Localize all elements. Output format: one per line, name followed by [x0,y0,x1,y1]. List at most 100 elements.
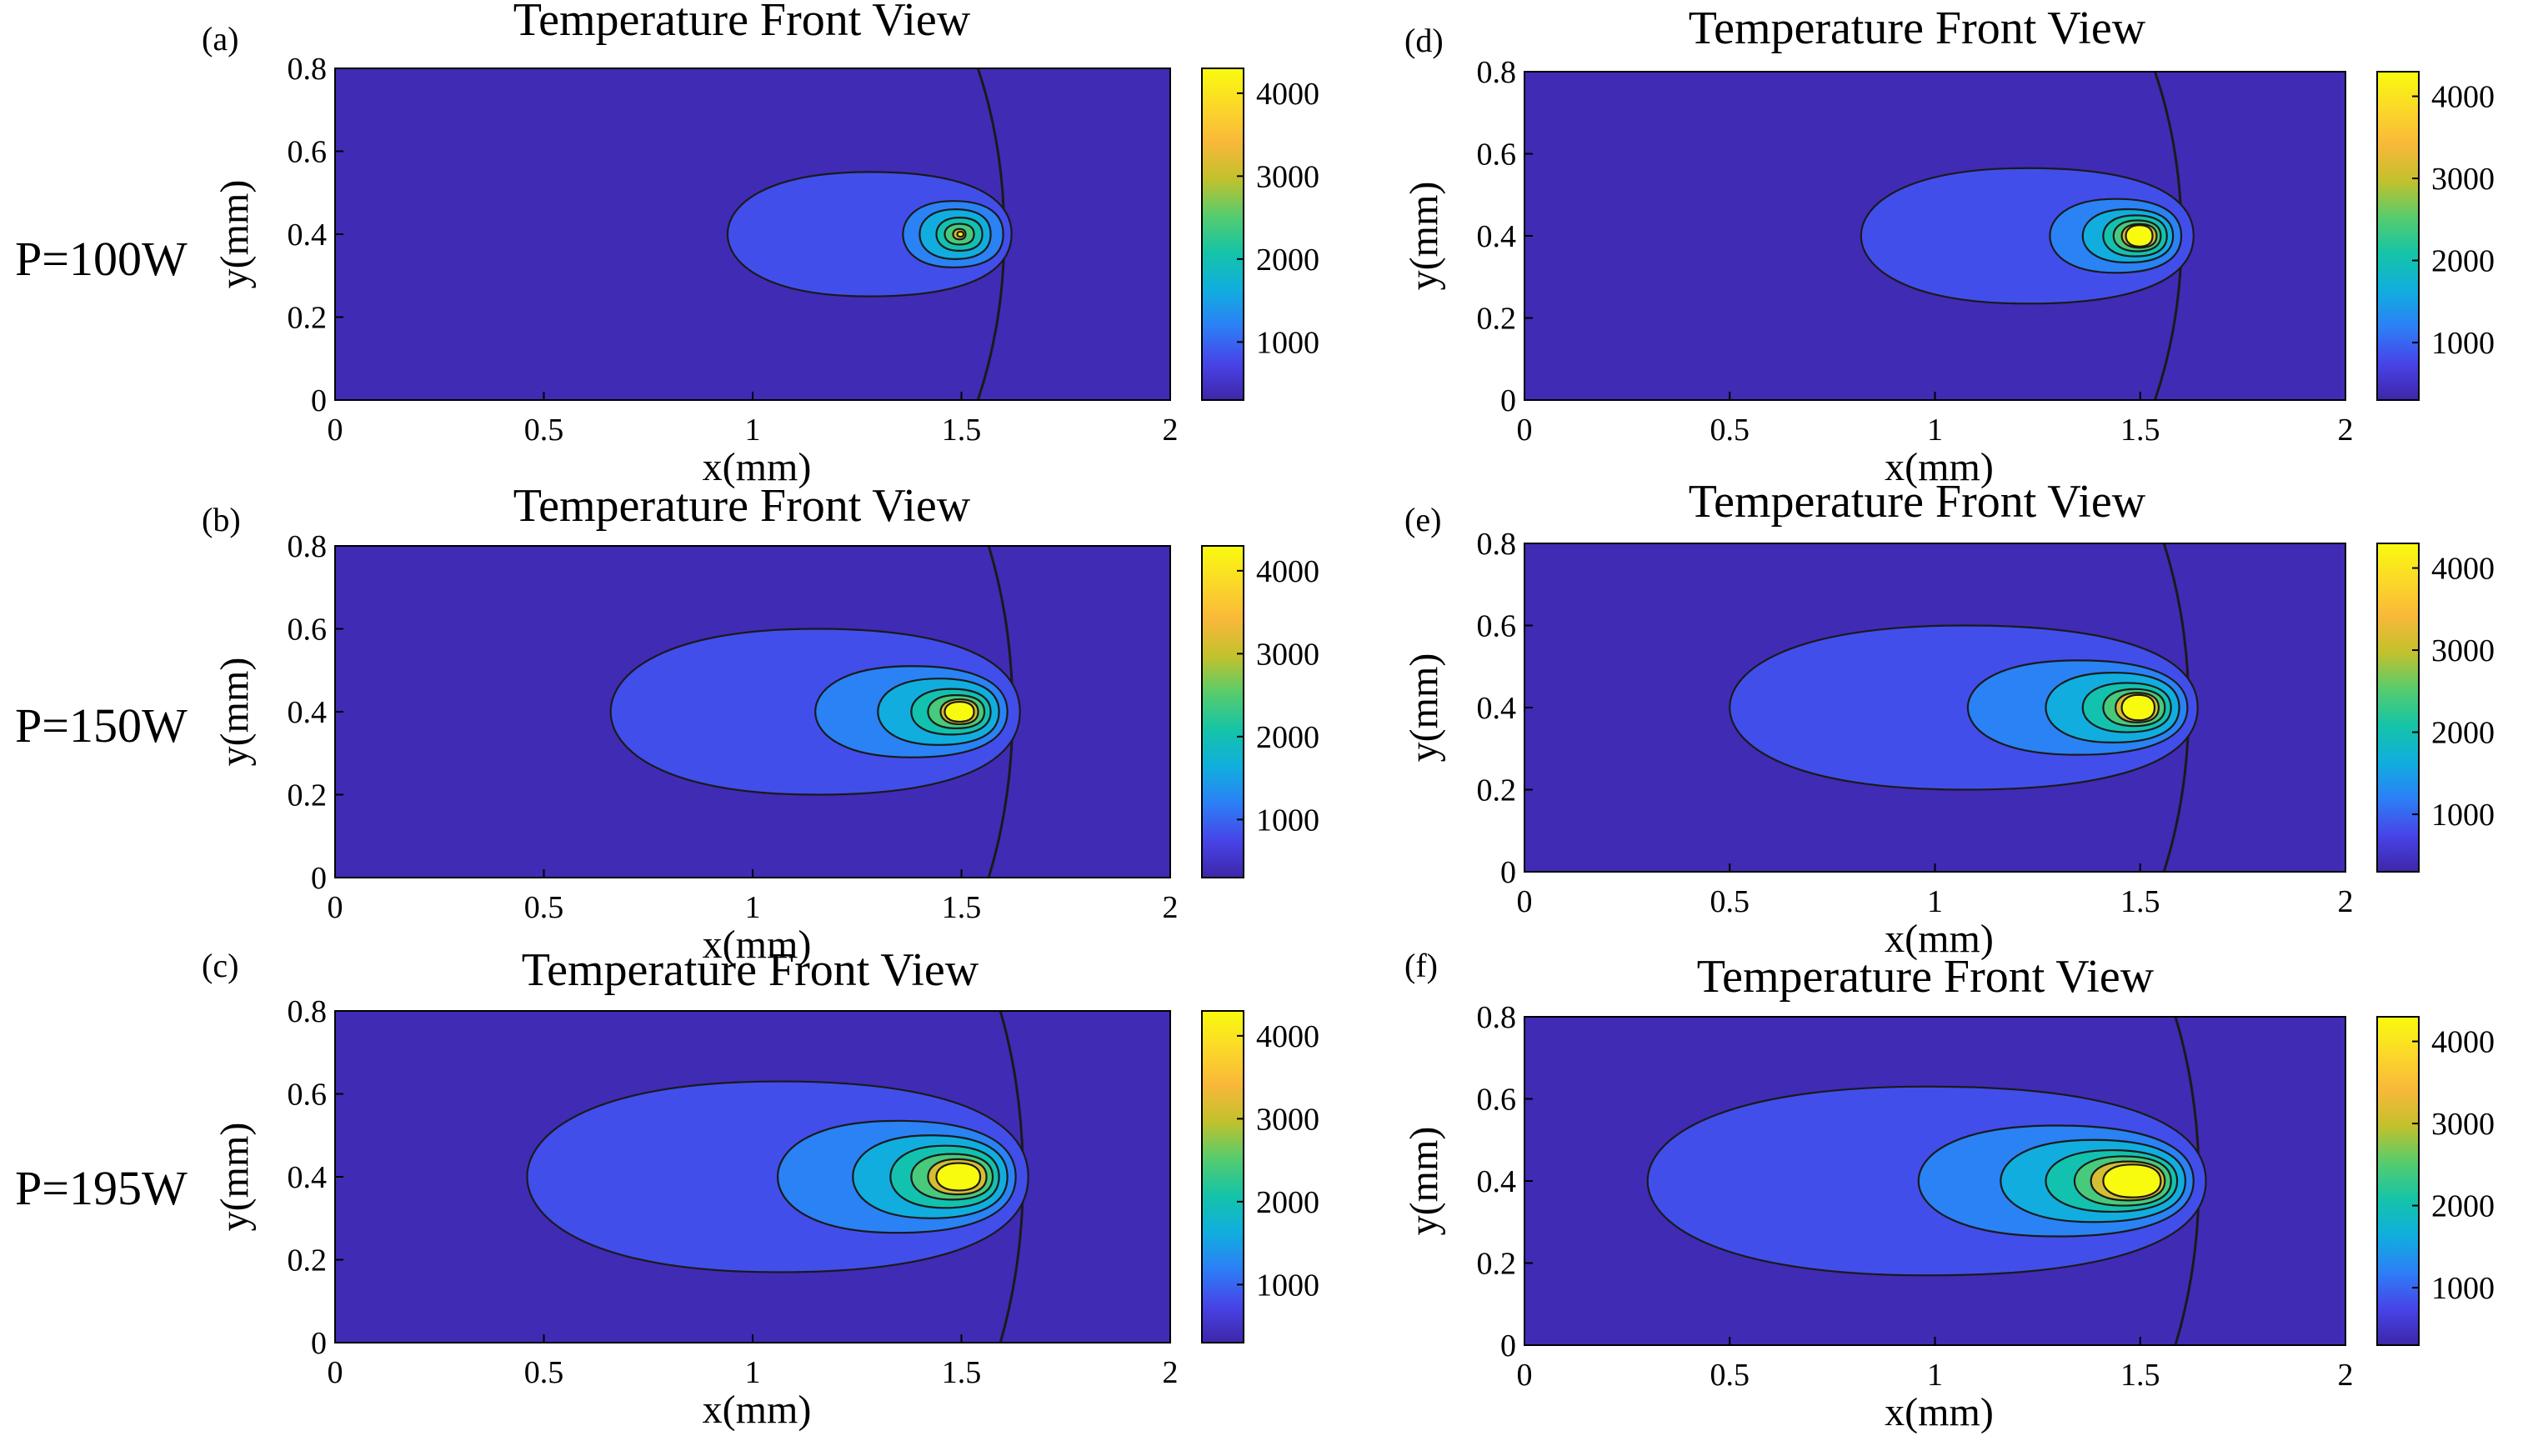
y-tick-label: 0.6 [288,1078,328,1113]
panel-a: 0 0.5 1 1.5 2 0 0.2 0.4 0.6 0.8 x(mm) y(mm) Temperat… [202,0,1319,489]
colorbar-tick-label: 2000 [2431,716,2495,751]
colorbar-tick-label: 1000 [1256,1268,1319,1303]
panel-title: Temperature Front View [513,0,971,46]
panel-title: Temperature Front View [1697,951,2155,1003]
y-tick-label: 0.8 [288,52,328,87]
panel-letter: (a) [202,20,238,58]
x-tick-label: 2 [2338,1358,2354,1393]
contour-4200 [2120,693,2156,722]
y-axis-label: y(mm) [1402,1127,1446,1236]
colorbar [2376,1016,2420,1346]
x-tick-label: 1 [745,1355,761,1390]
contour-layer [1729,543,2199,872]
x-tick-label: 1.5 [942,1355,982,1390]
x-axis-label: x(mm) [703,1388,812,1432]
x-axis-label: x(mm) [703,445,812,489]
contour-layer [1646,1017,2207,1345]
panel-letter: (c) [202,947,238,984]
panel-c: 0 0.5 1 1.5 2 0 0.2 0.4 0.6 0.8 x(mm) y(mm) Temperat… [202,944,1319,1432]
x-tick-label: 0 [1517,413,1533,448]
panel-letter: (e) [1404,501,1441,538]
colorbar-tick-label: 4000 [2431,552,2495,587]
x-tick-label: 1 [1927,1358,1943,1393]
x-tick-label: 2 [1163,1355,1179,1390]
colorbar [1201,1010,1244,1343]
colorbar-tick-label: 3000 [2431,633,2495,668]
colorbar-tick-label: 3000 [1256,1102,1319,1137]
contour-layer [726,68,1013,400]
panel-e: 0 0.5 1 1.5 2 0 0.2 0.4 0.6 0.8 x(mm) y(mm) Temperat… [1402,476,2495,961]
y-tick-label: 0.8 [1477,527,1517,562]
colorbar-tick-label: 3000 [2431,1107,2495,1142]
y-axis-label: y(mm) [1402,653,1446,763]
y-tick-label: 0.8 [288,529,328,564]
contour-4200 [2125,224,2154,248]
panel-letter: (d) [1404,22,1444,59]
x-axis-label: x(mm) [1885,445,1994,489]
colorbar [1201,545,1244,878]
contour-layer [609,546,1021,878]
x-tick-label: 1.5 [2120,1358,2160,1393]
y-tick-label: 0 [1500,855,1516,890]
y-tick-label: 0.6 [288,135,328,170]
x-axis-label: x(mm) [1885,917,1994,961]
y-tick-label: 0.4 [1477,691,1517,726]
row-labels: P=100W P=150W P=195W [15,232,188,1215]
y-tick-label: 0.6 [1477,609,1517,644]
y-axis-label: y(mm) [213,180,257,289]
y-tick-label: 0.4 [1477,219,1517,254]
y-tick-label: 0.6 [1477,1083,1517,1118]
contour-4200 [944,700,975,723]
panel-f: 0 0.5 1 1.5 2 0 0.2 0.4 0.6 0.8 x(mm) y(mm) Temperat… [1402,947,2495,1434]
x-tick-label: 1 [745,890,761,925]
x-axis-label: x(mm) [703,923,812,967]
y-tick-label: 0.8 [1477,1000,1517,1035]
panel-letter: (b) [202,501,241,538]
y-tick-label: 0.2 [1477,773,1517,808]
y-tick-label: 0.2 [1477,302,1517,337]
colorbar-tick-label: 2000 [2431,244,2495,279]
row-label-p195: P=195W [15,1161,188,1215]
x-tick-label: 1 [1927,884,1943,919]
x-tick-label: 0.5 [1710,1358,1750,1393]
x-tick-label: 0 [328,413,343,448]
y-tick-label: 0.6 [1477,138,1517,173]
x-tick-label: 1.5 [2120,884,2160,919]
x-tick-label: 0.5 [524,1355,564,1390]
x-tick-label: 0 [1517,884,1533,919]
y-axis-label: y(mm) [213,658,257,767]
contour-4200 [935,1162,982,1192]
colorbar [2376,543,2420,873]
colorbar-tick-label: 2000 [1256,720,1319,755]
y-tick-label: 0 [311,383,327,418]
y-tick-label: 0.6 [288,613,328,648]
colorbar-tick-label: 1000 [2431,1271,2495,1306]
panel-b: 0 0.5 1 1.5 2 0 0.2 0.4 0.6 0.8 x(mm) y(mm) Temperat… [202,480,1319,967]
x-tick-label: 2 [2338,413,2354,448]
panel-letter: (f) [1404,947,1438,984]
panels: 0 0.5 1 1.5 2 0 0.2 0.4 0.6 0.8 x(mm) y(mm) Temperat… [202,0,2495,1434]
colorbar-tick-label: 4000 [2431,1025,2495,1060]
x-tick-label: 0.5 [524,413,564,448]
x-tick-label: 0 [328,890,343,925]
x-tick-label: 1.5 [942,413,982,448]
panel-d: 0 0.5 1 1.5 2 0 0.2 0.4 0.6 0.8 x(mm) y(mm) Temperat… [1402,3,2495,489]
y-tick-label: 0.2 [288,778,328,813]
panel-title: Temperature Front View [522,944,979,996]
colorbar-tick-label: 3000 [1256,159,1319,194]
y-tick-label: 0.4 [1477,1164,1517,1199]
colorbar-tick-label: 1000 [2431,326,2495,361]
y-tick-label: 0 [311,861,327,896]
colorbar-tick-label: 4000 [1256,554,1319,589]
colorbar-tick-label: 2000 [1256,243,1319,278]
colorbar-tick-label: 2000 [1256,1185,1319,1220]
x-tick-label: 1.5 [2120,413,2160,448]
y-tick-label: 0 [1500,383,1516,418]
y-tick-label: 0.2 [288,1243,328,1278]
y-tick-label: 0 [1500,1328,1516,1363]
panel-title: Temperature Front View [513,480,971,532]
panel-title: Temperature Front View [1689,476,2146,528]
y-tick-label: 0.8 [288,994,328,1029]
colorbar-tick-label: 3000 [2431,162,2495,197]
y-tick-label: 0.2 [288,301,328,336]
